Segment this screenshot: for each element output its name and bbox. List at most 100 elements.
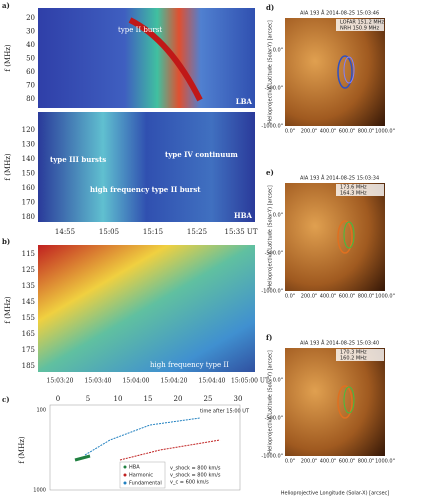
legend-marker (123, 465, 127, 469)
x-tick-label: 15 (144, 395, 153, 403)
annotation: type II burst (118, 26, 162, 34)
annotation: v_c = 600 km/s (170, 480, 209, 486)
legend-label: NRH 150.9 MHz (340, 26, 380, 32)
panel-label: a) (2, 1, 10, 10)
y-tick-label: 145 (22, 298, 35, 306)
annotation: v_shock = 800 km/s (170, 466, 221, 472)
x-tick-label: 15:04:20 (161, 378, 188, 385)
x-tick-label: 15:35 UT (225, 228, 258, 236)
y-tick-label: -500.0" (265, 251, 283, 257)
legend-label: HBA (129, 465, 140, 471)
y-tick-label: -1000.0" (261, 454, 283, 460)
x-tick-label: 200.0" (301, 129, 318, 135)
panel-name: LBA (236, 97, 253, 106)
y-axis-label: Helioprojective Latitude (Solar-Y) [arcs… (268, 350, 274, 454)
y-tick-label: 1000 (33, 488, 46, 494)
x-tick-label: 800.0" (358, 294, 375, 300)
x-axis-label: Helioprojective Longitude (Solar-X) [arc… (281, 491, 390, 496)
annotation: high frequency type II burst (90, 185, 201, 194)
x-tick-label: 15:15 (143, 228, 163, 236)
y-tick-label: 140 (22, 155, 35, 163)
x-tick-label: 0.0" (285, 459, 295, 465)
x-tick-label: 30 (234, 395, 243, 403)
y-tick-label: 170 (22, 199, 35, 207)
sun-image (285, 183, 385, 291)
x-tick-label: 800.0" (358, 459, 375, 465)
annotation: v_shock = 800 km/s (170, 473, 221, 479)
y-tick-label: 60 (26, 68, 35, 76)
legend-label: LOFAR 151.2 MHz (340, 20, 384, 26)
y-tick-label: 155 (22, 314, 35, 322)
panel-name: HBA (234, 211, 253, 220)
x-tick-label: 5 (86, 395, 90, 403)
x-tick-label: 200.0" (301, 459, 318, 465)
map-title: AIA 193 Å 2014-08-25 15:03:34 (300, 175, 379, 182)
y-tick-label: 125 (22, 266, 35, 274)
x-tick-label: 600.0" (339, 129, 356, 135)
x-tick-label: 200.0" (301, 294, 318, 300)
y-tick-label: 80 (26, 95, 35, 103)
y-tick-label: -500.0" (265, 86, 283, 92)
legend-label: 160.2 MHz (340, 356, 367, 362)
map-title: AIA 193 Å 2014-08-25 15:03:40 (300, 340, 379, 347)
y-axis-label: Helioprojective Latitude (Solar-Y) [arcs… (268, 185, 274, 289)
x-tick-label: 14:55 (55, 228, 75, 236)
x-tick-label: 600.0" (339, 459, 356, 465)
source-contour (343, 386, 355, 414)
y-tick-label: 0.0" (273, 48, 283, 54)
y-tick-label: 20 (26, 14, 35, 22)
panel-label: e) (266, 168, 274, 177)
panel-label: d) (266, 3, 274, 12)
b-spectrogram (38, 245, 255, 372)
x-tick-label: 1000.0" (375, 459, 395, 465)
y-tick-label: 180 (22, 213, 35, 221)
y-tick-label: -1000.0" (261, 289, 283, 295)
legend-marker (123, 481, 127, 485)
x-tick-label: 400.0" (320, 129, 337, 135)
c-legend (119, 461, 166, 489)
y-tick-label: 185 (22, 362, 35, 370)
x-tick-label: 15:05:00 UT (231, 378, 269, 385)
hba-spectrogram (38, 112, 255, 222)
x-tick-label: 800.0" (358, 129, 375, 135)
y-tick-label: 165 (22, 330, 35, 338)
legend-label: Harmonic (129, 473, 153, 479)
x-tick-label: 400.0" (320, 294, 337, 300)
y-tick-label: 135 (22, 282, 35, 290)
source-contour (337, 55, 353, 89)
x-tick-label: 15:05 (99, 228, 119, 236)
y-axis-label: Helioprojective Latitude (Solar-Y) [arcs… (268, 20, 274, 124)
x-tick-label: 400.0" (320, 459, 337, 465)
legend-label: Fundamental (129, 481, 162, 487)
y-tick-label: 50 (26, 55, 35, 63)
c-plot-area (49, 404, 241, 491)
x-tick-label: 15:25 (187, 228, 207, 236)
map-legend (336, 349, 384, 361)
legend-label: 164.3 MHz (340, 191, 367, 197)
y-tick-label: 30 (26, 28, 35, 36)
y-tick-label: 120 (22, 126, 35, 134)
annotation: type III bursts (50, 155, 106, 164)
legend-marker (123, 473, 127, 477)
source-contour (337, 385, 353, 419)
fundamental-fit (84, 417, 201, 456)
x-tick-label: 25 (204, 395, 213, 403)
y-tick-label: 40 (26, 41, 35, 49)
y-tick-label: 0.0" (273, 213, 283, 219)
y-axis-label: f (MHz) (18, 436, 26, 464)
x-tick-label: 15:04:00 (123, 378, 150, 385)
x-tick-label: 1000.0" (375, 129, 395, 135)
y-tick-label: 160 (22, 184, 35, 192)
sun-image (285, 18, 385, 126)
legend-label: 170.3 MHz (340, 350, 367, 356)
y-tick-label: -500.0" (265, 416, 283, 422)
x-tick-label: 10 (114, 395, 123, 403)
y-tick-label: -1000.0" (261, 124, 283, 130)
y-tick-label: 100 (36, 408, 46, 414)
y-tick-label: 130 (22, 141, 35, 149)
x-tick-label: 600.0" (339, 294, 356, 300)
legend-label: 173.6 MHz (340, 185, 367, 191)
x-axis-label: time after 15:00 UT (200, 409, 250, 415)
map-legend (336, 184, 384, 196)
